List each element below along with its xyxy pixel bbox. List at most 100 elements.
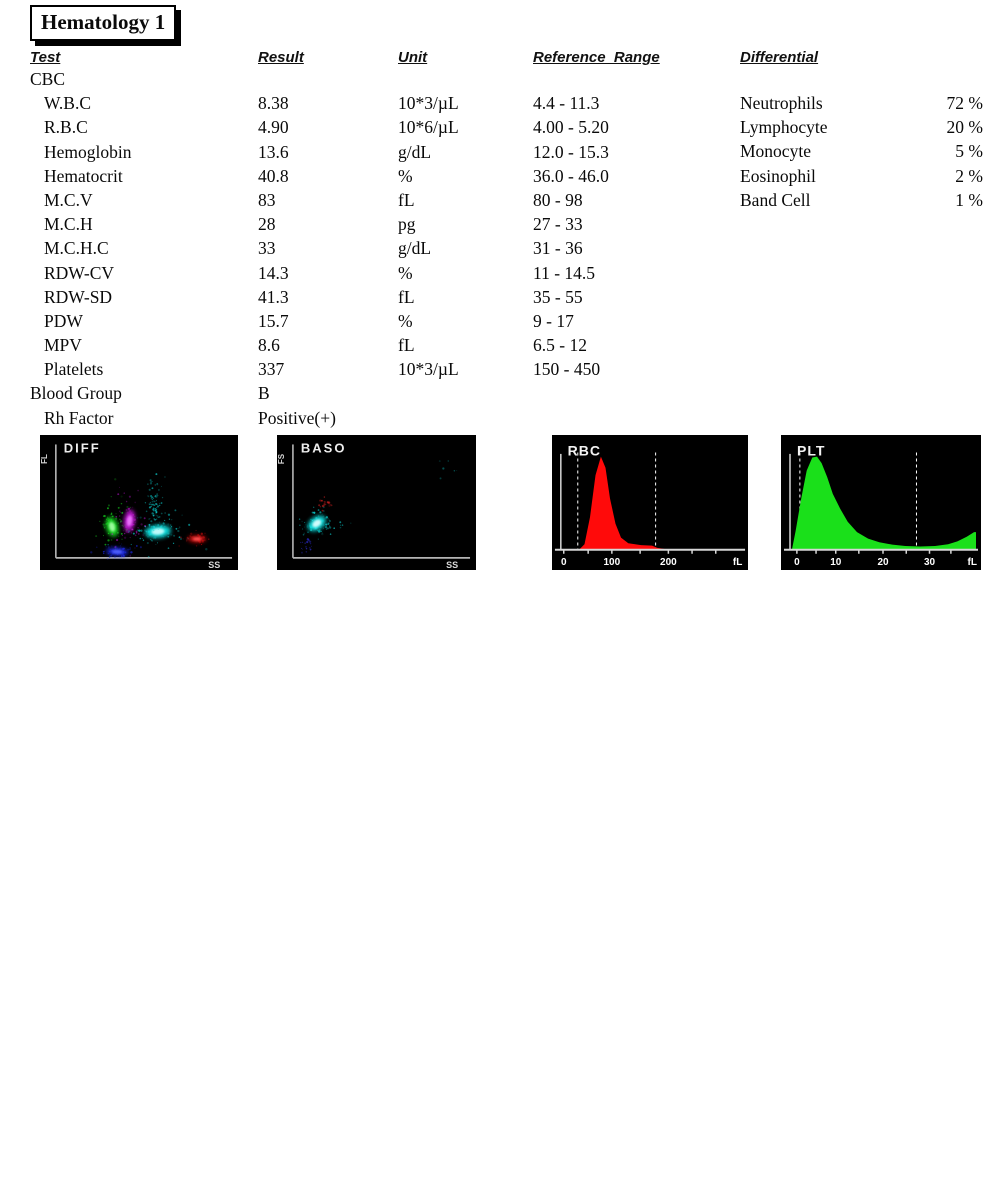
reference-range-cell: 36.0 - 46.0 — [533, 165, 609, 186]
reference-range-cell: 4.00 - 5.20 — [533, 117, 609, 138]
reference-range-cell: 27 - 33 — [533, 214, 583, 235]
table-row: Platelets 337 10*3/µL 150 - 450 — [30, 357, 735, 381]
diff-scatter-plot: DIFF FL SS — [40, 435, 238, 570]
differential-name: Eosinophil — [740, 165, 816, 186]
table-row: RDW-CV 14.3% 11 - 14.5 — [30, 261, 735, 285]
table-row: M.C.H.C 33 g/dL 31 - 36 — [30, 236, 735, 260]
result-cell: 28 — [258, 214, 276, 235]
result-cell: B — [258, 383, 270, 404]
unit-cell: % — [398, 262, 413, 283]
differential-list: Neutrophils 72 % Lymphocyte 20 % Monocyte 5 %… — [740, 91, 983, 212]
table-row: Hematocrit 40.8% 36.0 - 46.0 — [30, 164, 735, 188]
table-row: R.B.C 4.90 10*6/µL 4.00 - 5.20 — [30, 115, 735, 139]
differential-name: Monocyte — [740, 141, 811, 162]
svg-text:200: 200 — [660, 557, 677, 568]
unit-cell — [398, 406, 533, 430]
differential-row: Lymphocyte 20 % — [740, 115, 983, 139]
test-name-cell: CBC — [30, 69, 66, 89]
column-header-unit: Unit — [398, 49, 428, 66]
test-name-cell: Platelets — [44, 359, 104, 380]
test-name-cell: M.C.V — [44, 189, 93, 210]
unit-cell — [398, 67, 533, 91]
test-name-cell: M.C.H.C — [44, 238, 109, 259]
svg-text:30: 30 — [924, 557, 936, 568]
differential-name: Neutrophils — [740, 93, 823, 113]
differential-row: Eosinophil 2 % — [740, 164, 983, 188]
unit-cell: g/dL — [398, 141, 432, 162]
test-name-cell: Rh Factor — [44, 407, 114, 428]
table-row: RDW-SD 41.3 fL 35 - 55 — [30, 285, 735, 309]
table-row: M.C.V 83 fL 80 - 98 — [30, 188, 735, 212]
unit-cell: fL — [398, 335, 415, 356]
test-name-cell: RDW-CV — [44, 262, 114, 283]
column-header-reference-range: Reference Range — [533, 49, 660, 66]
reference-range-cell: 6.5 - 12 — [533, 335, 587, 356]
test-name-cell: Hematocrit — [44, 165, 123, 186]
result-cell: 83 — [258, 189, 276, 210]
result-cell: 8.6 — [258, 335, 280, 356]
reference-range-cell: 12.0 - 15.3 — [533, 141, 609, 162]
svg-text:SS: SS — [208, 560, 220, 570]
svg-text:FS: FS — [277, 453, 286, 464]
unit-cell: fL — [398, 286, 415, 307]
table-row: W.B.C 8.38 10*3/µL 4.4 - 11.3 — [30, 91, 735, 115]
test-name-cell: Blood Group — [30, 383, 122, 404]
unit-cell — [398, 381, 533, 405]
table-row: Rh Factor Positive(+) — [30, 406, 735, 430]
column-header-test: Test — [30, 49, 61, 66]
differential-percent: 5 % — [955, 141, 983, 162]
unit-cell: pg — [398, 214, 416, 235]
svg-text:SS: SS — [446, 560, 458, 570]
unit-cell: fL — [398, 189, 415, 210]
differential-percent: 20 % — [946, 117, 983, 138]
reference-range-cell: 9 - 17 — [533, 310, 574, 331]
column-header-result: Result — [258, 49, 304, 66]
column-header-differential: Differential — [740, 49, 819, 66]
plt-histogram-plot: 0 10 20 30 fL PLT — [781, 435, 981, 570]
result-cell: 33 — [258, 238, 276, 259]
differential-percent: 1 % — [955, 189, 983, 210]
rbc-histogram-plot: 0 100 200 fL RBC — [552, 435, 748, 570]
svg-text:BASO: BASO — [301, 441, 347, 456]
svg-text:FL: FL — [40, 454, 49, 464]
svg-text:PLT: PLT — [797, 442, 825, 458]
result-cell: 15.7 — [258, 310, 289, 331]
differential-row: Monocyte 5 % — [740, 139, 983, 163]
unit-cell: 10*3/µL — [398, 93, 459, 114]
table-row: CBC — [30, 67, 735, 91]
svg-text:100: 100 — [604, 557, 621, 568]
result-cell: 40.8 — [258, 165, 289, 186]
reference-range-cell: 31 - 36 — [533, 238, 583, 259]
report-title: Hematology 1 — [30, 5, 177, 41]
svg-text:0: 0 — [561, 557, 567, 568]
test-name-cell: PDW — [44, 310, 83, 331]
reference-range-cell — [533, 406, 735, 430]
differential-name: Lymphocyte — [740, 117, 828, 138]
test-name-cell: Hemoglobin — [44, 141, 132, 162]
test-name-cell: M.C.H — [44, 214, 93, 235]
table-row: M.C.H 28 pg 27 - 33 — [30, 212, 735, 236]
unit-cell: 10*3/µL — [398, 359, 459, 380]
svg-text:0: 0 — [794, 557, 800, 568]
svg-text:RBC: RBC — [568, 442, 601, 458]
result-cell: 8.38 — [258, 93, 289, 114]
unit-cell: g/dL — [398, 238, 432, 259]
result-cell: 337 — [258, 359, 285, 380]
result-cell: 13.6 — [258, 141, 289, 162]
table-row: Blood Group B — [30, 381, 735, 405]
test-name-cell: MPV — [44, 335, 82, 356]
differential-name: Band Cell — [740, 189, 811, 210]
result-cell: 4.90 — [258, 117, 289, 138]
reference-range-cell: 35 - 55 — [533, 286, 583, 307]
reference-range-cell — [533, 67, 735, 91]
svg-text:fL: fL — [733, 557, 742, 568]
table-row: Hemoglobin 13.6 g/dL 12.0 - 15.3 — [30, 140, 735, 164]
unit-cell: % — [398, 165, 413, 186]
differential-row: Band Cell 1 % — [740, 188, 983, 212]
results-table: CBC W.B.C 8.38 10*3/µL 4.4 - 11.3 R.B.C 4.90 10… — [30, 67, 735, 430]
table-row: MPV 8.6 fL 6.5 - 12 — [30, 333, 735, 357]
test-name-cell: W.B.C — [44, 93, 92, 114]
differential-percent: 72 % — [946, 93, 983, 113]
differential-percent: 2 % — [955, 165, 983, 186]
